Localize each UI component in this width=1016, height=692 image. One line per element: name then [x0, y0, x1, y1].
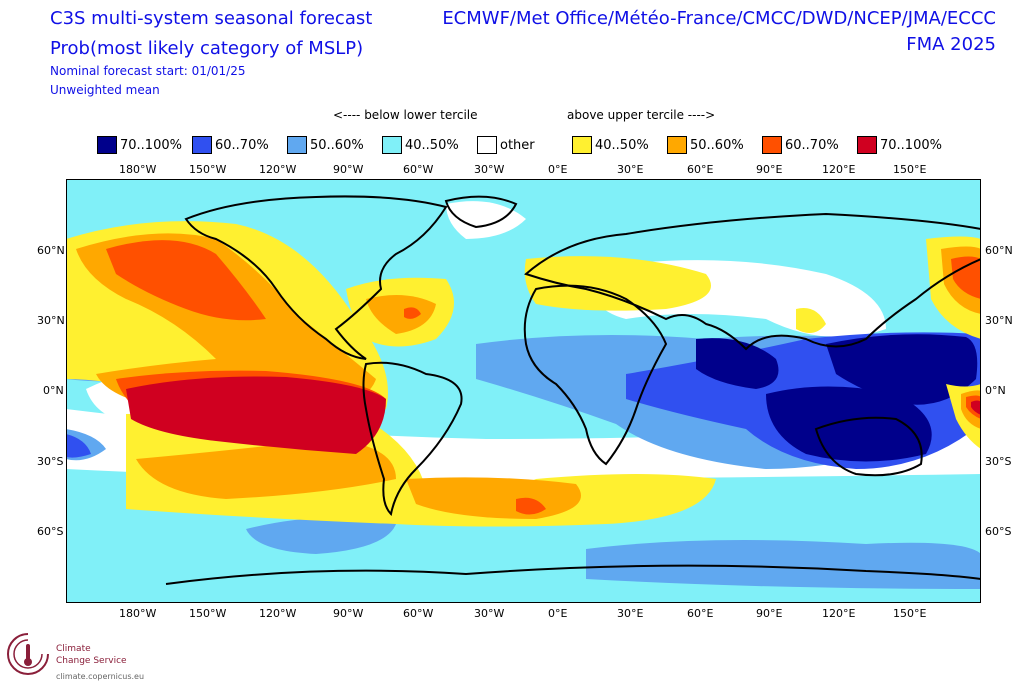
lat-label-right: 0°N: [985, 384, 1006, 397]
lon-label-bottom: 30°E: [617, 607, 644, 620]
coastlines: [165, 195, 982, 585]
legend-swatch: [477, 136, 497, 154]
map-svg: [66, 179, 982, 603]
title-line-1: C3S multi-system seasonal forecast: [50, 8, 373, 29]
south-america-outline: [362, 361, 463, 517]
legend-swatch: [857, 136, 877, 154]
lat-label-right: 30°S: [985, 455, 1012, 468]
legend-item-other: other: [477, 134, 535, 156]
eurasia-outline: [524, 212, 982, 351]
lat-label-left: 0°N: [43, 384, 64, 397]
lon-label-top: 150°E: [893, 163, 927, 176]
legend-swatch: [762, 136, 782, 154]
lon-label-bottom: 90°W: [333, 607, 364, 620]
legend-label: 40..50%: [595, 137, 649, 153]
legend-label: 70..100%: [120, 137, 182, 153]
title-line-2: Prob(most likely category of MSLP): [50, 38, 364, 59]
centres-label: ECMWF/Met Office/Météo-France/CMCC/DWD/N…: [442, 8, 996, 29]
above-tercile-note: above upper tercile ---->: [567, 108, 716, 122]
lon-label-bottom: 180°W: [119, 607, 157, 620]
logo-text-line-1: Climate: [56, 644, 91, 654]
legend-label: other: [500, 137, 535, 153]
north-america-outline: [184, 195, 448, 360]
lat-label-left: 30°N: [37, 314, 65, 327]
lon-label-top: 0°E: [548, 163, 568, 176]
lat-label-right: 60°N: [985, 244, 1013, 257]
legend-swatch: [192, 136, 212, 154]
legend-item-below-50-60: 50..60%: [287, 134, 364, 156]
copernicus-logo-icon: [7, 633, 49, 675]
lon-label-top: 180°W: [119, 163, 157, 176]
greenland-outline: [444, 195, 518, 229]
lon-label-bottom: 150°W: [189, 607, 227, 620]
legend-item-above-50-60: 50..60%: [667, 134, 744, 156]
australia-outline: [814, 416, 923, 477]
lon-label-top: 120°W: [259, 163, 297, 176]
lon-label-top: 30°W: [474, 163, 505, 176]
forecast-start-label: Nominal forecast start: 01/01/25: [50, 64, 246, 78]
lon-label-bottom: 60°E: [687, 607, 714, 620]
legend-swatch: [572, 136, 592, 154]
legend-item-below-60-70: 60..70%: [192, 134, 269, 156]
map-frame: [66, 179, 981, 603]
antarctica-outline: [165, 564, 982, 585]
legend-swatch: [287, 136, 307, 154]
lon-label-bottom: 60°W: [403, 607, 434, 620]
lat-label-right: 60°S: [985, 525, 1012, 538]
legend-label: 70..100%: [880, 137, 942, 153]
legend-label: 60..70%: [215, 137, 269, 153]
legend-item-above-70-100: 70..100%: [857, 134, 942, 156]
below-70-100-regions: [66, 334, 978, 462]
forecast-map: [66, 179, 982, 603]
lat-label-left: 60°N: [37, 244, 65, 257]
lon-label-top: 150°W: [189, 163, 227, 176]
legend-item-above-40-50: 40..50%: [572, 134, 649, 156]
lon-label-bottom: 120°W: [259, 607, 297, 620]
weighting-label: Unweighted mean: [50, 83, 160, 97]
legend-label: 50..60%: [310, 137, 364, 153]
lon-label-top: 120°E: [822, 163, 856, 176]
lon-label-bottom: 120°E: [822, 607, 856, 620]
lon-label-top: 30°E: [617, 163, 644, 176]
lat-label-left: 30°S: [37, 455, 64, 468]
legend-label: 50..60%: [690, 137, 744, 153]
lon-label-bottom: 150°E: [893, 607, 927, 620]
legend-item-below-40-50: 40..50%: [382, 134, 459, 156]
lon-label-top: 60°E: [687, 163, 714, 176]
lon-label-top: 90°W: [333, 163, 364, 176]
lon-label-bottom: 90°E: [756, 607, 783, 620]
legend-swatch: [667, 136, 687, 154]
legend-swatch: [382, 136, 402, 154]
below-tercile-note: <---- below lower tercile: [333, 108, 478, 122]
legend-item-below-70-100: 70..100%: [97, 134, 182, 156]
legend-label: 40..50%: [405, 137, 459, 153]
logo-text-line-2: Change Service: [56, 656, 127, 666]
lon-label-bottom: 0°E: [548, 607, 568, 620]
lon-label-top: 60°W: [403, 163, 434, 176]
lon-label-bottom: 30°W: [474, 607, 505, 620]
lat-label-right: 30°N: [985, 314, 1013, 327]
legend-label: 60..70%: [785, 137, 839, 153]
legend-item-above-60-70: 60..70%: [762, 134, 839, 156]
logo-url: climate.copernicus.eu: [56, 672, 145, 681]
season-label: FMA 2025: [906, 34, 996, 55]
legend-swatch: [97, 136, 117, 154]
above-70-100-regions: [126, 376, 981, 454]
lon-label-top: 90°E: [756, 163, 783, 176]
lat-label-left: 60°S: [37, 525, 64, 538]
